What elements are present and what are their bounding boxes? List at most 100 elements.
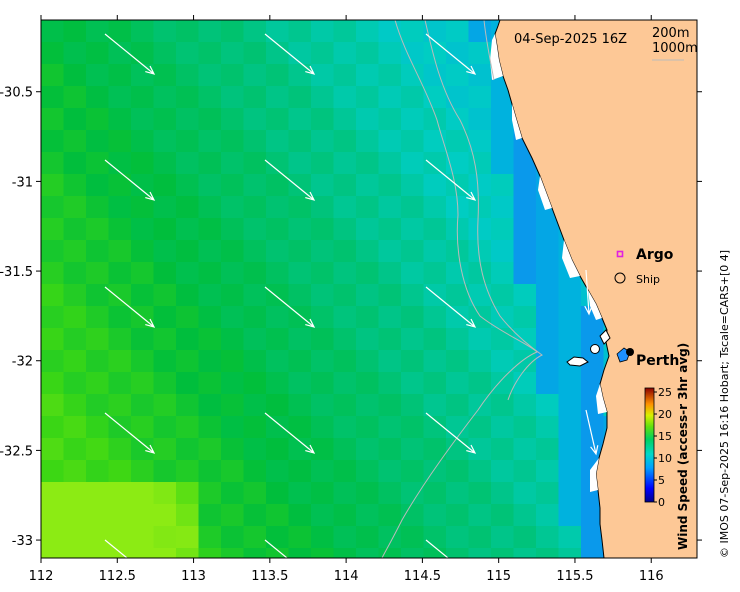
wind-cell — [243, 42, 267, 65]
wind-cell — [63, 262, 87, 285]
wind-cell — [86, 130, 110, 153]
wind-cell — [131, 108, 155, 131]
wind-cell — [401, 306, 425, 329]
wind-cell — [401, 152, 425, 175]
wind-cell — [536, 394, 560, 417]
wind-cell — [446, 460, 470, 483]
wind-cell — [198, 438, 222, 461]
wind-cell — [446, 130, 470, 153]
wind-cell — [221, 86, 245, 109]
wind-cell — [176, 20, 200, 43]
wind-cell — [266, 218, 290, 241]
wind-cell — [401, 548, 425, 558]
wind-cell — [41, 438, 65, 461]
wind-cell — [446, 526, 470, 549]
wind-cell — [131, 42, 155, 65]
wind-cell — [288, 526, 312, 549]
wind-cell — [176, 526, 200, 549]
wind-cell — [423, 438, 447, 461]
colorbar-label: Wind Speed (access-r 3hr avg) — [676, 343, 690, 550]
wind-cell — [311, 240, 335, 263]
wind-cell — [86, 394, 110, 417]
wind-cell — [356, 460, 380, 483]
wind-cell — [491, 372, 515, 395]
wind-cell — [378, 328, 402, 351]
x-axis: 112 112.5 113 113.5 114 114.5 115 115.5 116 — [29, 15, 664, 584]
wind-cell — [356, 394, 380, 417]
wind-cell — [536, 306, 560, 329]
x-tick-label: 116 — [639, 569, 664, 584]
wind-cell — [176, 416, 200, 439]
wind-cell — [468, 548, 492, 558]
wind-cell — [401, 526, 425, 549]
wind-cell — [153, 482, 177, 505]
wind-cell — [423, 42, 447, 65]
wind-cell — [288, 482, 312, 505]
wind-arrow — [264, 286, 316, 328]
wind-cell — [311, 548, 335, 558]
wind-cell — [536, 526, 560, 549]
wind-cell — [288, 152, 312, 175]
x-tick-label: 112.5 — [99, 569, 136, 584]
wind-cell — [41, 218, 65, 241]
wind-cell — [198, 20, 222, 43]
wind-cell — [221, 130, 245, 153]
wind-cell — [243, 504, 267, 527]
wind-cell — [468, 284, 492, 307]
wind-cell — [86, 416, 110, 439]
wind-cell — [243, 262, 267, 285]
wind-cell — [86, 108, 110, 131]
wind-cell — [378, 306, 402, 329]
wind-cell — [86, 482, 110, 505]
wind-cell — [491, 262, 515, 285]
wind-cell — [468, 108, 492, 131]
wind-cell — [153, 196, 177, 219]
wind-cell — [41, 416, 65, 439]
wind-cell — [86, 350, 110, 373]
wind-cell — [356, 350, 380, 373]
wind-cell — [243, 460, 267, 483]
wind-cell — [221, 416, 245, 439]
wind-arrow — [104, 286, 156, 328]
wind-cell — [198, 394, 222, 417]
wind-cell — [468, 526, 492, 549]
wind-cell — [558, 372, 582, 395]
wind-cell — [333, 284, 357, 307]
wind-arrow — [585, 409, 599, 456]
wind-cell — [333, 262, 357, 285]
wind-cell — [468, 20, 492, 43]
wind-cell — [176, 460, 200, 483]
wind-cell — [581, 526, 605, 549]
wind-cell — [311, 130, 335, 153]
wind-cell — [108, 416, 132, 439]
wind-cell — [153, 306, 177, 329]
wind-cell — [221, 262, 245, 285]
wind-cell — [333, 20, 357, 43]
wind-cell — [311, 152, 335, 175]
wind-cell — [288, 240, 312, 263]
wind-cell — [63, 306, 87, 329]
wind-cell — [41, 284, 65, 307]
wind-cell — [221, 526, 245, 549]
wind-cell — [468, 372, 492, 395]
wind-cell — [153, 460, 177, 483]
wind-cell — [243, 64, 267, 87]
wind-cell — [468, 328, 492, 351]
wind-cell — [423, 350, 447, 373]
wind-cell — [333, 482, 357, 505]
wind-cell — [288, 328, 312, 351]
wind-cell — [423, 64, 447, 87]
wind-cell — [221, 482, 245, 505]
wind-cell — [423, 262, 447, 285]
wind-cell — [41, 196, 65, 219]
wind-cell — [378, 548, 402, 558]
wind-cell — [221, 306, 245, 329]
wind-cell — [378, 130, 402, 153]
wind-cell — [131, 482, 155, 505]
wind-cell — [86, 504, 110, 527]
wind-cell — [153, 416, 177, 439]
wind-cell — [108, 394, 132, 417]
wind-cell — [131, 438, 155, 461]
wind-cell — [131, 174, 155, 197]
wind-cell — [311, 86, 335, 109]
